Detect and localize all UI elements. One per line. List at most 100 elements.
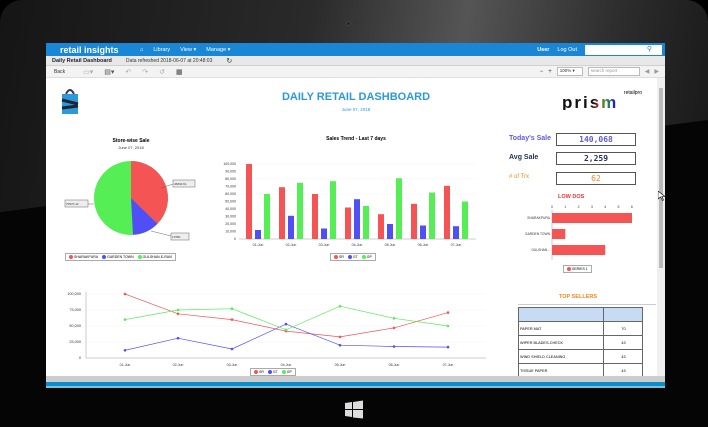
zoom-out-button[interactable]: − — [539, 68, 544, 75]
zoom-select[interactable]: 100% ▾ — [556, 67, 583, 76]
svg-text:100,000: 100,000 — [223, 162, 236, 166]
refresh-icon[interactable]: ↻ — [226, 57, 233, 65]
legend-item: SERIES 1 — [567, 267, 588, 272]
legend-item: GULSHAN-E-RAVI — [137, 255, 172, 260]
kpi-trx-label: # of Trx — [509, 174, 530, 180]
legend-item: SHARAKPURA — [69, 255, 98, 260]
save-icon[interactable]: ▭▾ — [83, 68, 94, 76]
top-sellers-title: TOP SELLERS — [559, 294, 598, 300]
svg-text:0: 0 — [79, 356, 81, 360]
scrollbar-thumb[interactable] — [659, 88, 663, 268]
pie-subtitle: June 07, 2018 — [118, 145, 144, 150]
svg-text:4: 4 — [604, 205, 606, 209]
svg-text:02-Jun: 02-Jun — [286, 243, 297, 247]
global-search-input[interactable]: ⚲ — [585, 44, 662, 55]
line-chart-legend: SR GT GP — [250, 368, 296, 377]
pie-legend: SHARAKPURA GARDEN TOWN GULSHAN-E-RAVI — [65, 253, 177, 262]
svg-text:50,000: 50,000 — [69, 324, 81, 328]
prism-logo: retailpro prism — [562, 90, 642, 111]
low-dos-bar-chart: 0 1 2 3 4 5 6 SHARAKPURA GARDEN TOWN GULSHAN... — [525, 205, 633, 260]
low-dos-title: LOW DOS — [558, 194, 585, 200]
svg-text:04-Jun: 04-Jun — [281, 363, 292, 367]
low-dos-legend: SERIES 1 — [563, 265, 592, 274]
vertical-scrollbar[interactable] — [657, 78, 665, 376]
legend-item: GP — [361, 255, 372, 260]
redo-icon[interactable]: ↷ — [142, 68, 149, 76]
pie-label-sharakpura: 46840.61 — [174, 182, 187, 186]
kpi-trx-value: 62 — [556, 172, 636, 185]
table-row[interactable]: WIPER BLADES-CHECK 43 — [518, 335, 643, 350]
mouse-cursor-icon — [658, 191, 666, 201]
svg-text:05-Jun: 05-Jun — [385, 243, 396, 247]
kpi-today-sale-label: Today's Sale — [509, 135, 551, 142]
horizontal-scrollbar[interactable] — [46, 376, 665, 382]
undo-icon[interactable]: ↶ — [125, 68, 132, 76]
bar-chart-title: Sales Trend - Last 7 days — [326, 136, 386, 142]
windows-logo-icon[interactable] — [344, 400, 364, 420]
app-brand[interactable]: retail insights — [60, 44, 119, 55]
svg-text:01-Jun: 01-Jun — [253, 243, 264, 247]
layout-icon[interactable]: ▦ — [176, 68, 183, 76]
svg-text:75,000: 75,000 — [69, 308, 81, 312]
top-nav-bar: retail insights ⌂ Library View ▾ Manage … — [46, 43, 665, 56]
bar-chart-legend: SR GT GP — [330, 253, 376, 262]
nav-view[interactable]: View ▾ — [180, 46, 197, 53]
back-button[interactable]: Back — [54, 68, 66, 75]
svg-text:60,000: 60,000 — [225, 192, 236, 196]
dashboard-date: June 07, 2018 — [341, 107, 371, 112]
table-header-item — [518, 307, 604, 322]
svg-text:GULSHAN...: GULSHAN... — [531, 248, 550, 252]
prev-icon[interactable]: ◀ — [644, 69, 650, 75]
svg-text:SHARAKPURA: SHARAKPURA — [527, 216, 551, 220]
camera-icon — [346, 21, 351, 26]
table-header-qty — [603, 307, 643, 322]
user-area: User Log Out ⚲ — [537, 43, 665, 56]
legend-item: GP — [281, 370, 292, 375]
svg-text:2: 2 — [578, 205, 580, 209]
export-icon[interactable]: ▤▾ — [104, 68, 115, 76]
nav-manage[interactable]: Manage ▾ — [206, 46, 231, 53]
svg-text:03-Jun: 03-Jun — [227, 363, 238, 367]
legend-item: SR — [254, 370, 264, 375]
svg-text:25,000: 25,000 — [69, 340, 81, 344]
svg-text:0: 0 — [234, 237, 236, 241]
svg-text:80,000: 80,000 — [225, 177, 236, 181]
logout-link[interactable]: Log Out — [557, 46, 577, 53]
zoom-in-button[interactable]: + — [548, 68, 552, 75]
svg-text:0: 0 — [551, 205, 553, 209]
nav-library[interactable]: Library — [153, 46, 171, 53]
kpi-avg-sale-label: Avg Sale — [509, 154, 539, 161]
table-row[interactable]: PAPER MAT 70 — [518, 321, 643, 336]
pie-chart — [64, 161, 196, 241]
report-subbar: Daily Retail Dashboard Data refreshed 20… — [46, 56, 665, 66]
reset-icon[interactable]: ↺ — [159, 68, 166, 76]
svg-text:07-Jun: 07-Jun — [443, 363, 454, 367]
shopping-bag-logo-icon — [61, 89, 79, 114]
main-nav: ⌂ Library View ▾ Manage ▾ — [140, 47, 230, 53]
svg-text:6: 6 — [631, 205, 633, 209]
status-strip — [46, 382, 665, 388]
home-icon[interactable]: ⌂ — [140, 46, 144, 53]
pie-title: Store-wise Sale — [112, 138, 150, 144]
user-link[interactable]: User — [537, 46, 550, 53]
svg-text:10,000: 10,000 — [225, 230, 236, 234]
svg-text:1: 1 — [564, 205, 566, 209]
legend-item: GARDEN TOWN — [102, 255, 134, 260]
search-report-input[interactable]: search report — [587, 67, 640, 76]
svg-text:3: 3 — [591, 205, 593, 209]
report-toolbar: Back ▭▾ ▤▾ ↶ ↷ ↺ ▦ − + 100% ▾ search rep… — [46, 66, 665, 78]
search-icon[interactable]: ⚲ — [646, 45, 652, 53]
dashboard-title: DAILY RETAIL DASHBOARD — [281, 91, 431, 103]
svg-text:30,000: 30,000 — [225, 215, 236, 219]
svg-text:02-Jun: 02-Jun — [173, 363, 184, 367]
svg-text:50,000: 50,000 — [225, 200, 236, 204]
search-report-placeholder: search report — [590, 68, 618, 73]
sales-trend-bar-chart: 0 10,000 20,000 30,000 40,000 50,000 60,000 70,… — [223, 162, 476, 247]
table-row[interactable]: WIND SHIELD CLEANING 43 — [518, 349, 643, 364]
next-icon[interactable]: ▶ — [654, 69, 659, 75]
app-screen: retail insights ⌂ Library View ▾ Manage … — [46, 43, 665, 388]
svg-text:20,000: 20,000 — [225, 222, 236, 226]
svg-text:5: 5 — [618, 205, 620, 209]
svg-text:05-Jun: 05-Jun — [335, 363, 346, 367]
svg-text:06-Jun: 06-Jun — [389, 363, 400, 367]
